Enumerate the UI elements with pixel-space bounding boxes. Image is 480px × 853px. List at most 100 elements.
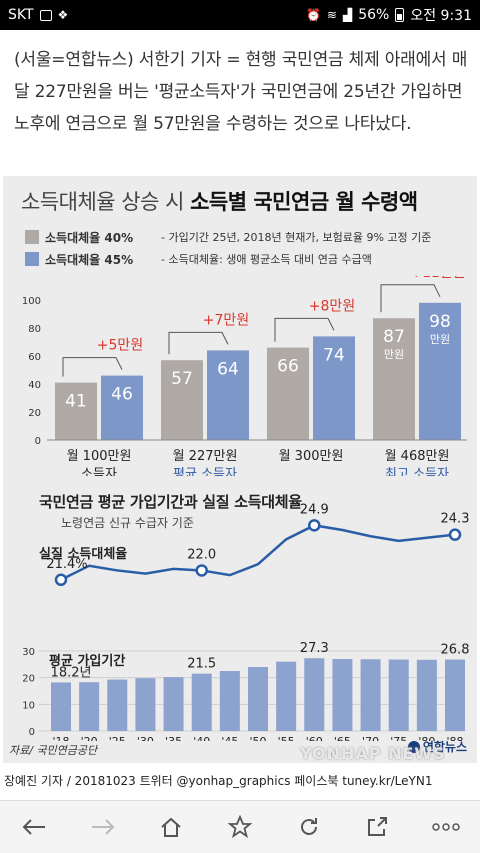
bar (191, 673, 212, 731)
category-sublabel: 평균 소득자 (173, 467, 237, 476)
share-button[interactable] (355, 805, 399, 849)
battery-percent: 56% (358, 7, 390, 23)
source-note: 자료/ 국민연금공단 (9, 744, 98, 757)
bar (313, 336, 355, 440)
article-paragraph: (서울=연합뉴스) 서한기 기자 = 현행 국민연금 체제 아래에서 매달 22… (14, 50, 468, 134)
bar-value-label: 64 (217, 359, 239, 379)
infographic-title: 소득대체율 상승 시 소득별 국민연금 월 수령액 (21, 186, 418, 216)
bar (445, 659, 465, 731)
x-tick-label: '25 (109, 735, 126, 741)
home-button[interactable] (149, 805, 193, 849)
status-bar: SKT ❖ ⏰ ≋ ▟ 56% 오전 9:31 (0, 0, 480, 30)
category-label: 월 468만원 (385, 449, 450, 464)
x-tick-label: '50 (249, 735, 266, 741)
x-tick-label: '55 (278, 735, 295, 741)
x-tick-label: '20 (81, 735, 98, 741)
credit-line: 장예진 기자 / 20181023 트위터 @yonhap_graphics 페… (4, 774, 433, 788)
battery-icon (395, 8, 405, 22)
x-tick-label: '18 (52, 735, 69, 741)
legend-note-2: - 소득대체율: 생애 평균소득 대비 연금 수급액 (161, 253, 372, 266)
bar-value-label: 66 (277, 357, 299, 377)
line-value-label: 24.3 (441, 512, 470, 527)
star-icon (227, 815, 252, 839)
bar-value-label: 57 (171, 369, 193, 389)
category-sublabel: 최고 소득자 (385, 467, 449, 476)
increase-label: +11만원 (410, 276, 465, 281)
line-point (54, 573, 68, 587)
x-tick-label: '40 (193, 735, 210, 741)
increase-bracket (62, 357, 123, 377)
bar-value-label: 98 (429, 312, 451, 332)
bar (267, 347, 309, 440)
bookmark-button[interactable] (218, 805, 262, 849)
back-arrow-icon (22, 819, 46, 835)
bar-value-label: 74 (323, 345, 345, 365)
y-tick-label: 60 (28, 352, 41, 363)
bar (388, 659, 409, 731)
legend-row: 소득대체율 40% - 가입기간 25년, 2018년 현재가, 보험료율 9%… (25, 226, 431, 248)
legend-swatch-45 (25, 252, 39, 266)
bar-value-label: 26.8 (441, 643, 470, 658)
bar-value-label: 46 (111, 385, 133, 405)
category-label: 월 100만원 (67, 449, 132, 464)
x-tick-label: '75 (390, 735, 407, 741)
bar (51, 682, 71, 731)
forward-button[interactable] (81, 805, 125, 849)
increase-bracket (168, 331, 229, 355)
bar (304, 658, 325, 731)
increase-label: +7만원 (203, 312, 249, 328)
bar (419, 302, 461, 440)
x-tick-label: '45 (221, 735, 238, 741)
x-tick-label: '65 (334, 735, 351, 741)
bar-unit-label: 만원 (384, 348, 404, 361)
title-light: 소득대체율 상승 시 (21, 190, 191, 214)
bar (416, 659, 437, 731)
bar (219, 671, 240, 731)
brand-label: 연합뉴스 (422, 740, 467, 754)
legend-row: 소득대체율 45% - 소득대체율: 생애 평균소득 대비 연금 수급액 (25, 248, 431, 270)
chart2-title: 국민연금 평균 가입기간과 실질 소득대체율 (39, 493, 302, 511)
refresh-icon (300, 818, 317, 835)
bar (360, 659, 381, 731)
bar (373, 318, 415, 440)
back-button[interactable] (12, 805, 56, 849)
gallery-notification-icon (39, 9, 52, 21)
increase-bracket (274, 317, 335, 342)
bar (163, 677, 184, 731)
watermark: YONHAP NEWS (300, 744, 446, 763)
wifi-icon: ≋ (326, 8, 337, 22)
brand-mark-icon (407, 740, 420, 753)
bar (79, 682, 100, 731)
bar (248, 667, 268, 731)
legend-swatch-40 (25, 230, 39, 244)
legend-label-45: 소득대체율 45% (45, 252, 134, 267)
line-value-label: 21.4% (46, 557, 87, 572)
y-tick-label: 20 (28, 408, 41, 419)
legend-note-1: - 가입기간 25년, 2018년 현재가, 보험료율 9% 고정 기준 (161, 231, 432, 244)
infographic: 소득대체율 상승 시 소득별 국민연금 월 수령액 소득대체율 40% - 가입… (3, 176, 477, 763)
bar-value-label: 21.5 (187, 657, 216, 672)
refresh-button[interactable] (287, 805, 331, 849)
more-button[interactable] (424, 805, 468, 849)
browser-bottom-nav (0, 800, 480, 853)
category-label: 월 300만원 (279, 449, 344, 464)
y-tick-label: 20 (22, 674, 35, 685)
increase-label: +5만원 (97, 338, 143, 354)
increase-bracket (380, 284, 441, 313)
bar-series-name: 평균 가입기간 (49, 653, 125, 669)
y-tick-label: 0 (35, 436, 41, 447)
alarm-icon: ⏰ (305, 8, 321, 22)
category-sublabel: 소득자 (81, 467, 117, 476)
bar (207, 350, 249, 440)
x-tick-label: '30 (137, 735, 154, 741)
forward-arrow-icon (91, 819, 115, 835)
x-tick-label: '35 (165, 735, 182, 741)
y-tick-label: 80 (28, 324, 41, 335)
y-tick-label: 100 (22, 296, 41, 307)
legend-label-40: 소득대체율 40% (45, 230, 134, 245)
y-tick-label: 10 (22, 700, 35, 711)
x-tick-label: '70 (362, 735, 379, 741)
signal-icon: ▟ (342, 8, 353, 22)
title-bold: 소득별 국민연금 월 수령액 (190, 190, 418, 214)
